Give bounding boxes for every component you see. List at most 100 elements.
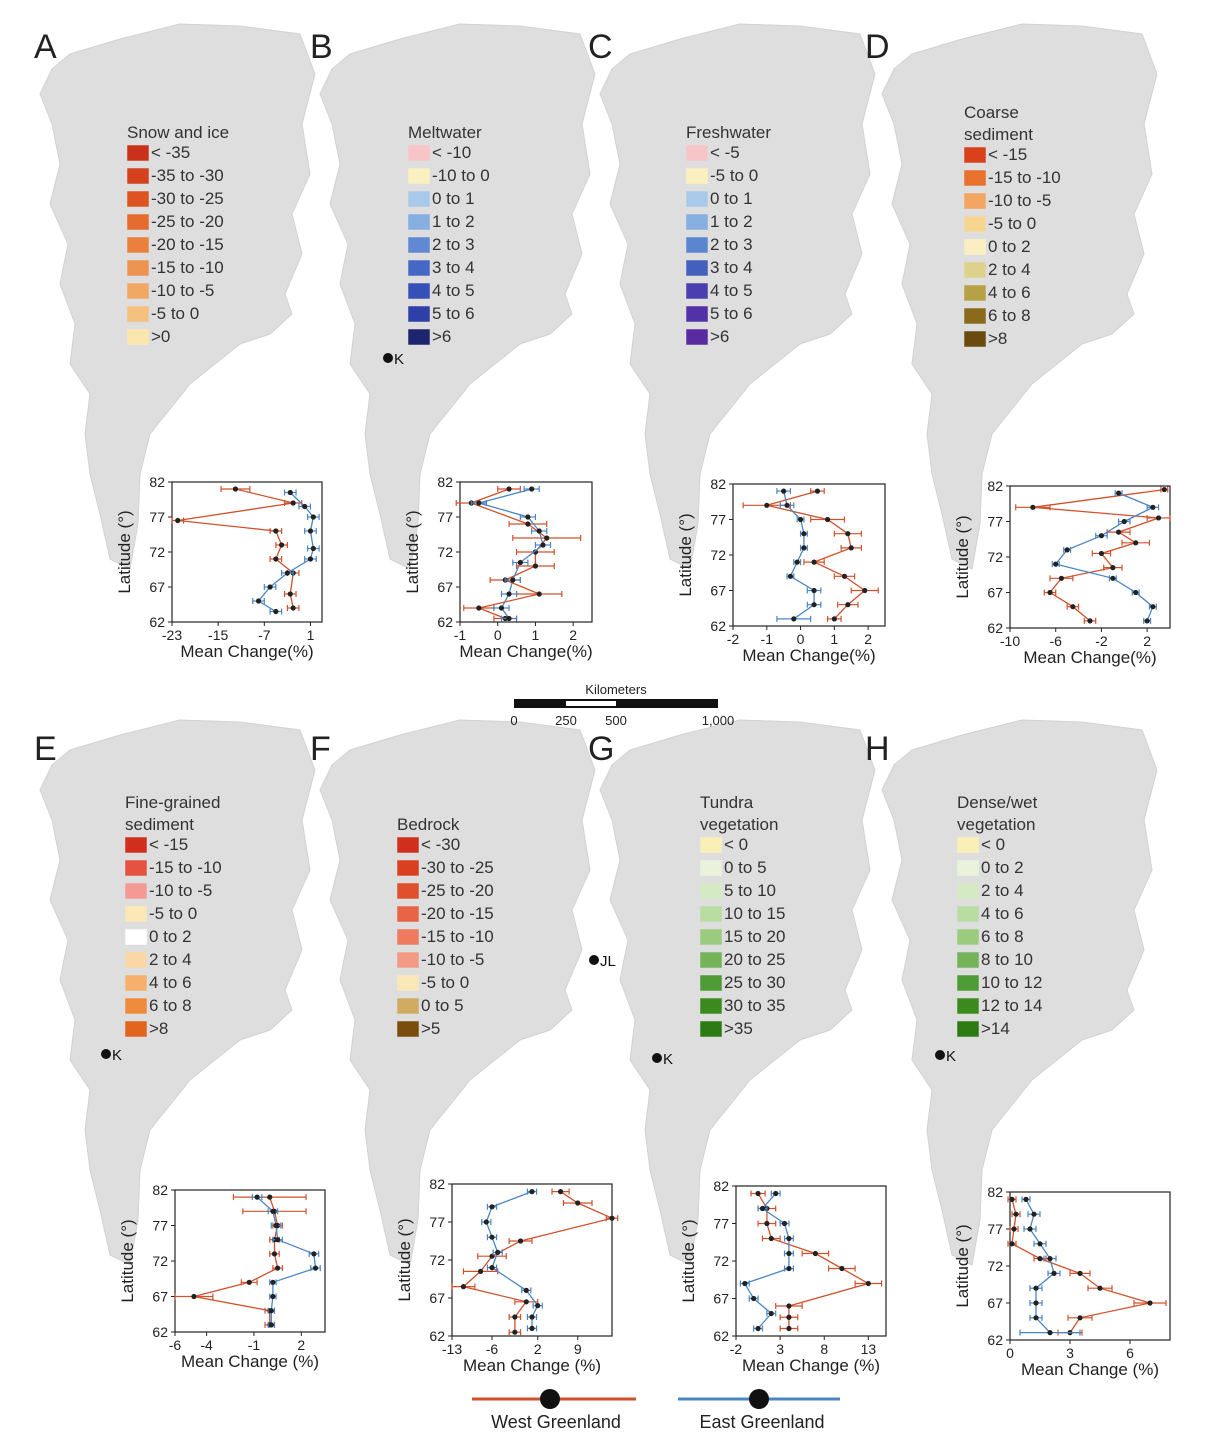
series-west — [455, 486, 582, 622]
data-point — [768, 1310, 774, 1317]
y-tick-label: 77 — [152, 1218, 168, 1234]
series-line — [469, 488, 548, 620]
data-point — [525, 521, 531, 527]
data-point — [540, 542, 546, 548]
data-point — [786, 1325, 792, 1332]
panel-letter: H — [865, 730, 890, 768]
data-point — [489, 1253, 495, 1259]
y-tick-label: 72 — [152, 1253, 168, 1269]
scale-label-500: 500 — [605, 713, 627, 728]
series-east — [481, 1188, 543, 1332]
data-point — [270, 1293, 276, 1300]
legend-swatch — [956, 836, 980, 854]
x-tick-label: -1 — [454, 627, 467, 643]
legend-swatch — [396, 859, 420, 877]
key-west-label: West Greenland — [491, 1412, 621, 1432]
data-point — [742, 1280, 748, 1287]
data-point — [506, 615, 512, 622]
data-point — [1115, 490, 1122, 496]
legend-swatch — [124, 1020, 148, 1038]
legend-title: sediment — [125, 815, 194, 834]
data-point — [290, 605, 296, 611]
legend-title: Fine-grained — [125, 793, 220, 812]
data-point — [523, 1287, 529, 1293]
data-point — [271, 1251, 278, 1257]
legend-swatch — [407, 144, 431, 162]
data-point — [536, 528, 542, 534]
data-point — [1033, 1300, 1039, 1306]
legend-item: 8 to 10 — [981, 950, 1033, 969]
legend-swatch — [685, 259, 709, 277]
legend-item: -5 to 0 — [710, 166, 758, 185]
series-west — [742, 488, 879, 622]
data-point — [839, 1265, 845, 1272]
legend-swatch — [685, 305, 709, 323]
x-tick-label: -1 — [248, 1337, 261, 1353]
x-tick-label: 2 — [1143, 633, 1151, 649]
y-axis-title: Latitude (°) — [953, 515, 972, 598]
x-tick-label: -6 — [169, 1337, 182, 1353]
legend-title: Snow and ice — [127, 123, 229, 142]
legend-item: 4 to 6 — [981, 904, 1024, 923]
panel-A: A Snow and ice< -35 -35 to -30 -30 to -25 -2… — [34, 23, 316, 570]
scale-label-0: 0 — [510, 713, 517, 728]
legend-item: -10 to 0 — [432, 166, 490, 185]
data-point — [751, 1295, 757, 1302]
location-label: K — [663, 1051, 673, 1068]
x-tick-label: 2 — [534, 1341, 542, 1357]
key-east-label: East Greenland — [699, 1412, 824, 1432]
panel-E: E Fine-grained sediment< -15 -15 to -10 -10 … — [34, 719, 316, 1266]
x-tick-label: 2 — [297, 1337, 305, 1353]
y-tick-label: 67 — [152, 1289, 168, 1305]
legend-item: -25 to -20 — [421, 881, 494, 900]
data-point — [1133, 540, 1139, 546]
data-point — [773, 1190, 779, 1197]
data-point — [791, 616, 797, 622]
data-point — [755, 1190, 761, 1197]
x-tick-label: 9 — [574, 1341, 582, 1357]
plot-frame — [174, 1189, 326, 1333]
y-tick-label: 82 — [987, 1184, 1003, 1200]
legend-item: -5 to 0 — [421, 973, 469, 992]
series-line — [743, 1193, 790, 1329]
series-east — [251, 1194, 321, 1328]
legend-item: 10 to 12 — [981, 973, 1042, 992]
data-point — [1011, 1226, 1017, 1232]
map-legend: Tundra vegetation< 0 0 to 5 5 to 10 10 to 15… — [699, 793, 785, 1038]
legend-item: 4 to 6 — [149, 973, 192, 992]
x-tick-label: 0 — [1006, 1345, 1014, 1361]
series-west — [174, 1194, 307, 1328]
panel-C: C Freshwater< -5 -5 to 0 0 to 1 1 to 2 2 to 3… — [588, 23, 876, 570]
series-west — [1015, 486, 1171, 624]
greenland-map — [319, 719, 596, 1266]
series-line — [1025, 1199, 1055, 1334]
legend-item: -10 to -5 — [421, 950, 484, 969]
location-marker — [935, 1050, 945, 1060]
series-east — [776, 488, 822, 622]
scale-label-1000: 1,000 — [702, 713, 735, 728]
x-tick-label: -10 — [1000, 633, 1020, 649]
legend-swatch — [126, 144, 150, 162]
x-tick-label: 8 — [820, 1341, 828, 1357]
data-point — [1037, 1256, 1043, 1262]
legend-item: 3 to 4 — [432, 258, 475, 277]
location-marker — [383, 353, 393, 363]
legend-item: 4 to 5 — [432, 281, 475, 300]
data-point — [1033, 1315, 1039, 1321]
data-point — [232, 486, 239, 492]
y-tick-label: 62 — [152, 1324, 168, 1340]
data-point — [575, 1200, 581, 1206]
location-label: K — [946, 1048, 956, 1065]
series-line — [766, 490, 866, 620]
legend-swatch — [956, 882, 980, 900]
location-marker — [101, 1049, 111, 1059]
data-point — [1023, 1196, 1029, 1202]
legend-swatch — [963, 261, 987, 279]
legend-swatch — [124, 974, 148, 992]
data-point — [1027, 1226, 1033, 1232]
x-tick-label: -13 — [442, 1341, 462, 1357]
x-tick-label: -23 — [162, 627, 182, 643]
